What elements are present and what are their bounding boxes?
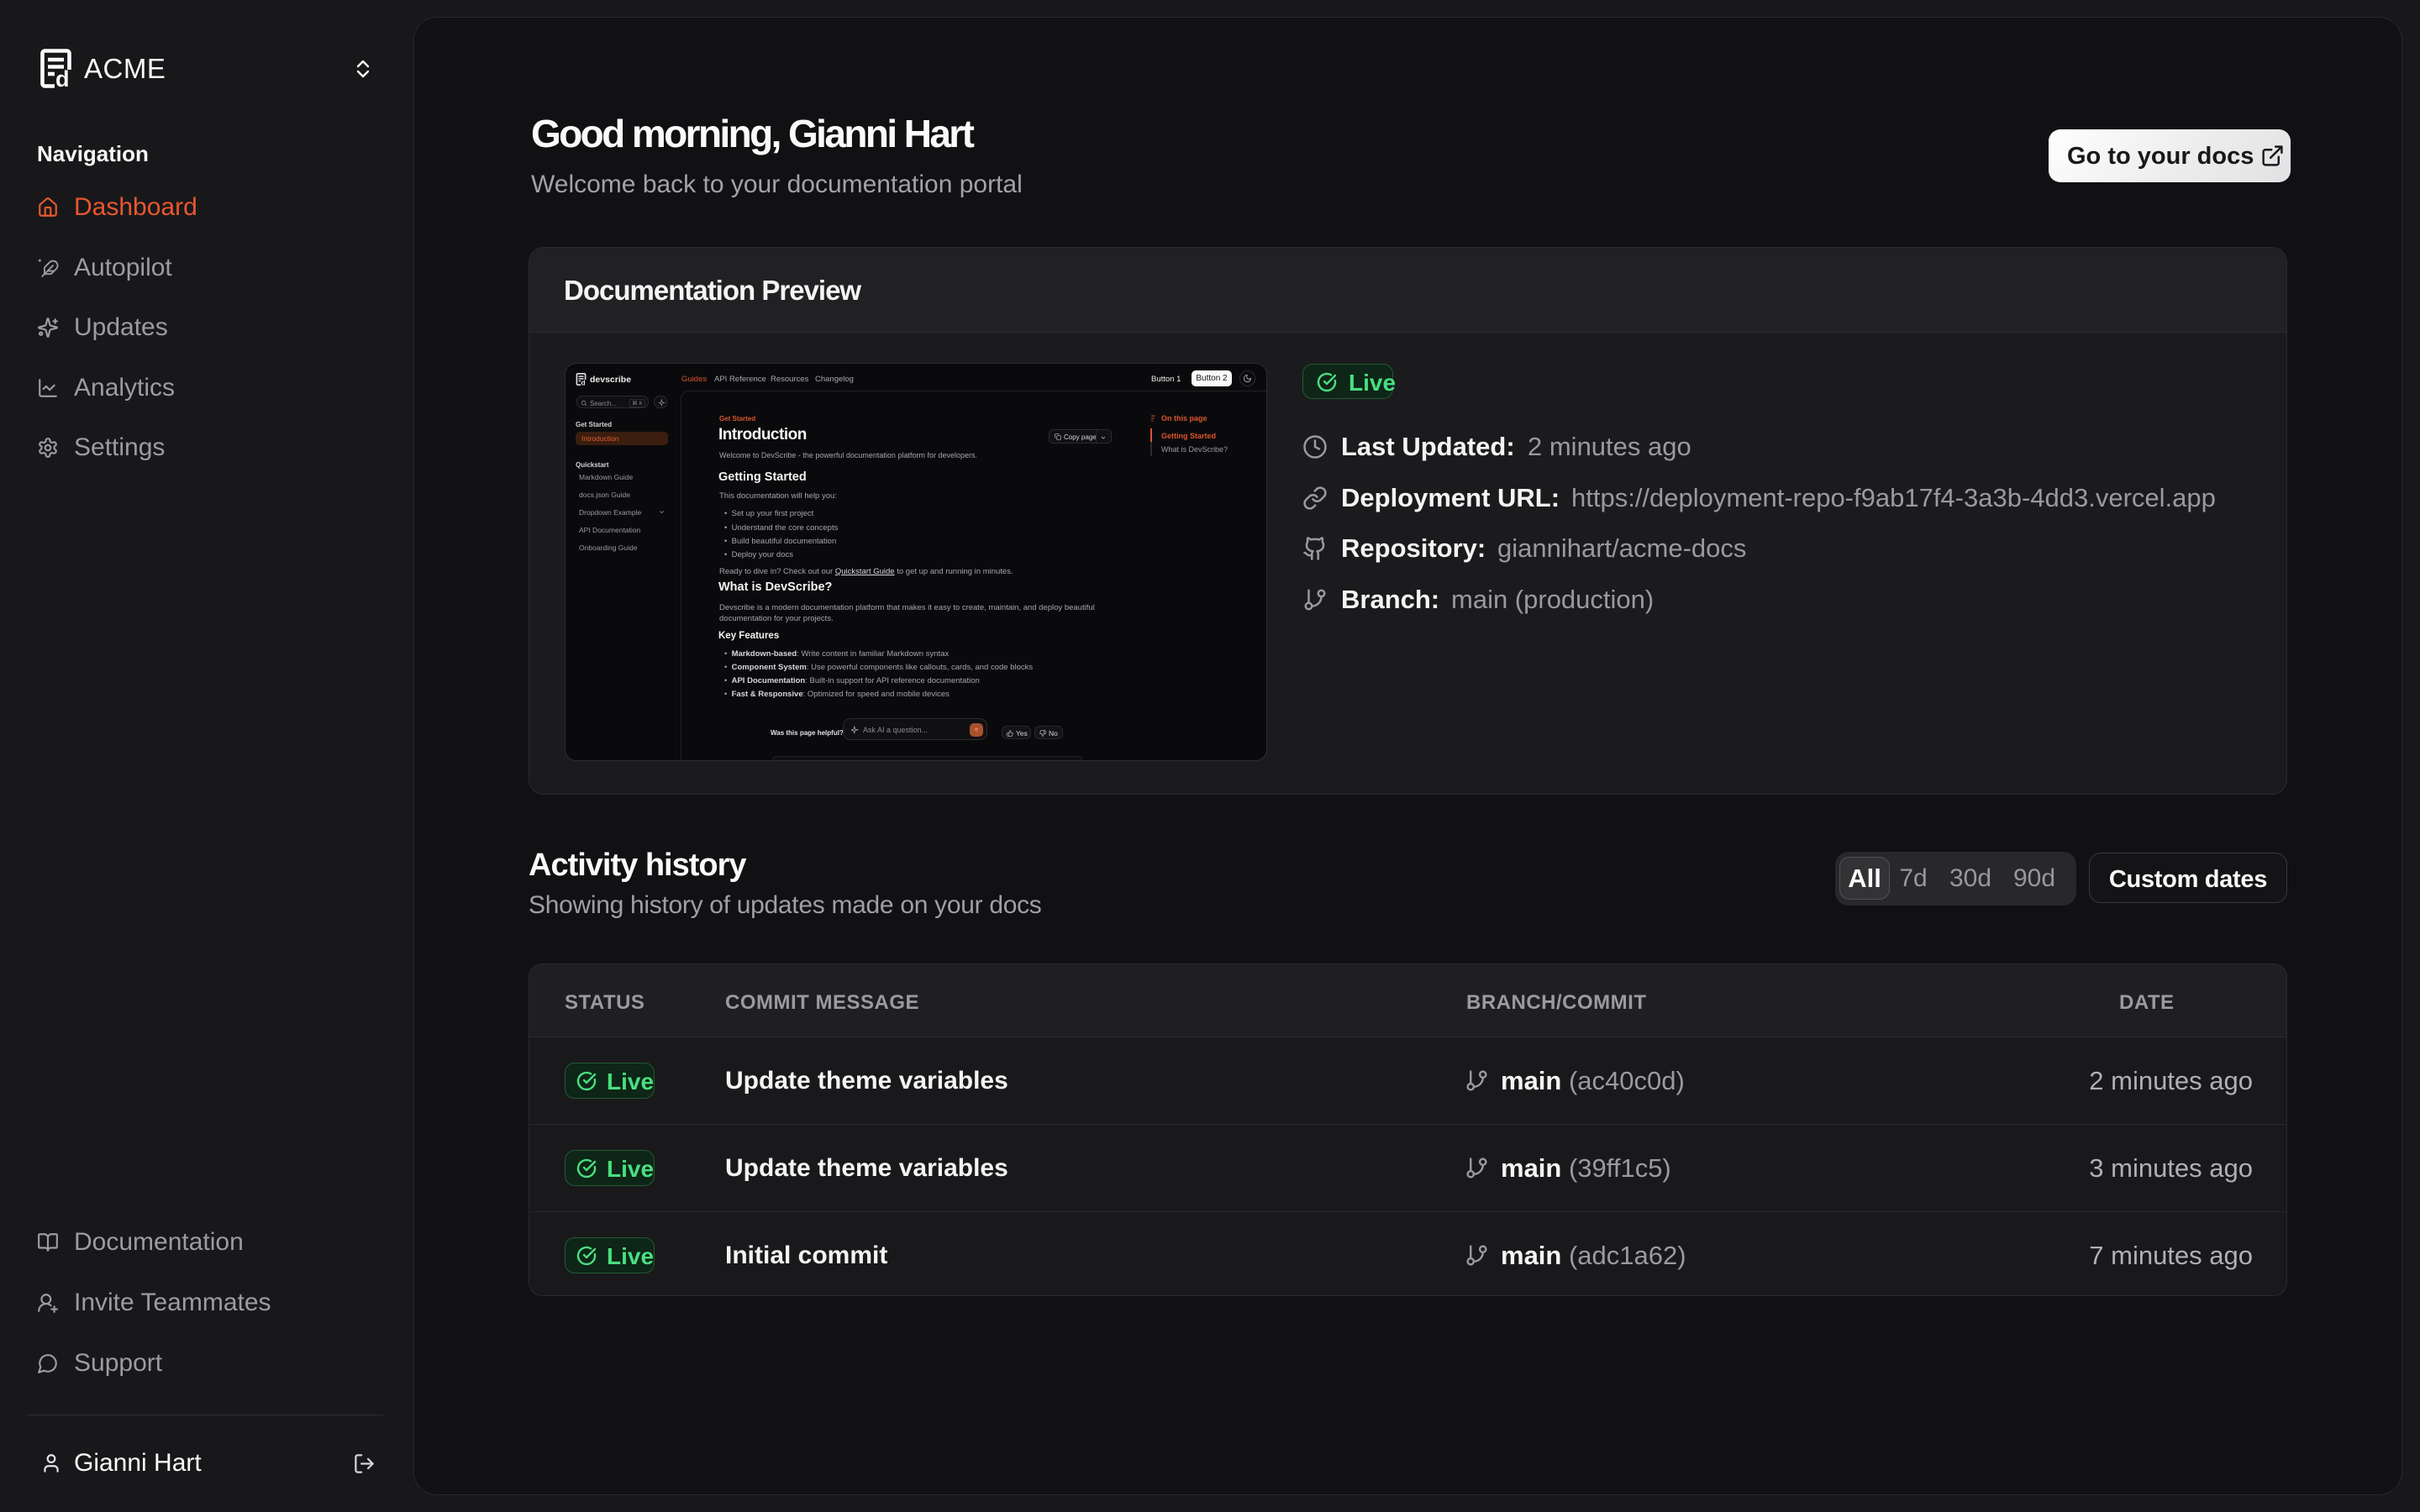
svg-text:d: d (581, 378, 585, 386)
svg-text:d: d (55, 66, 70, 88)
